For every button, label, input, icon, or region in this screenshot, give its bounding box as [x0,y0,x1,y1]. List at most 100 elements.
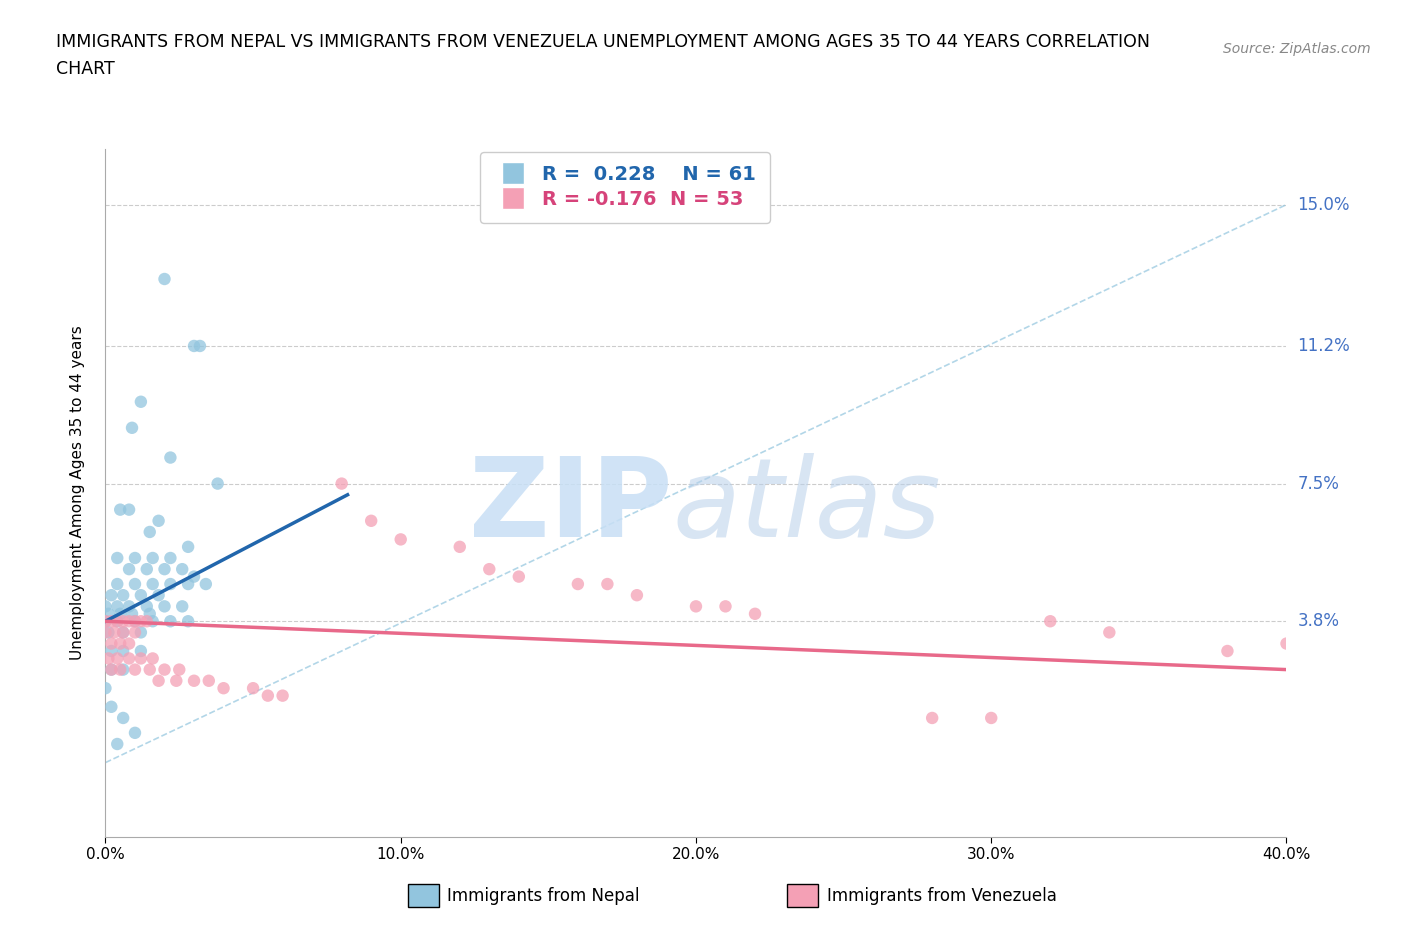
Point [124,614,146,629]
Point [172,599,194,614]
Legend: R =  0.228    N = 61, R = -0.176  N = 53: R = 0.228 N = 61, R = -0.176 N = 53 [481,152,770,222]
Point [97,606,120,621]
Point [1039,614,1062,629]
Point [135,562,157,577]
Point [142,651,165,666]
Text: CHART: CHART [56,60,115,78]
Text: 15.0%: 15.0% [1298,195,1350,214]
Point [138,525,160,539]
Point [188,339,211,353]
Point [129,614,152,629]
Point [1275,636,1298,651]
Point [207,476,229,491]
Point [685,599,707,614]
Point [177,539,200,554]
Point [142,614,165,629]
Point [100,662,122,677]
Point [148,673,170,688]
Point [159,551,181,565]
Point [135,614,157,629]
Point [105,651,128,666]
Point [242,681,264,696]
Point [110,636,132,651]
Point [105,737,128,751]
Point [744,606,766,621]
Point [165,673,187,688]
Point [129,651,152,666]
Text: Immigrants from Venezuela: Immigrants from Venezuela [827,886,1056,905]
Point [714,599,737,614]
Point [112,625,135,640]
Point [138,662,160,677]
Point [129,588,152,603]
Point [121,606,143,621]
Text: atlas: atlas [672,453,941,560]
Text: 11.2%: 11.2% [1298,337,1350,355]
Point [177,614,200,629]
Point [567,577,589,591]
Point [183,673,205,688]
Point [94,681,117,696]
Point [153,272,176,286]
Point [596,577,619,591]
Text: ZIP: ZIP [470,453,672,560]
Point [100,614,122,629]
Point [105,614,128,629]
Point [121,420,143,435]
Point [271,688,294,703]
Text: Source: ZipAtlas.com: Source: ZipAtlas.com [1223,42,1371,56]
Point [330,476,353,491]
Point [112,625,135,640]
Point [103,625,125,640]
Point [105,551,128,565]
Point [97,651,120,666]
Text: IMMIGRANTS FROM NEPAL VS IMMIGRANTS FROM VENEZUELA UNEMPLOYMENT AMONG AGES 35 TO: IMMIGRANTS FROM NEPAL VS IMMIGRANTS FROM… [56,33,1150,50]
Point [94,614,117,629]
Point [124,725,146,740]
Point [124,625,146,640]
Point [118,636,141,651]
Point [169,662,191,677]
Text: 7.5%: 7.5% [1298,474,1340,493]
Point [148,513,170,528]
Point [110,662,132,677]
Point [100,636,122,651]
Point [110,606,132,621]
Point [124,614,146,629]
Point [138,606,160,621]
Point [921,711,943,725]
Point [118,614,141,629]
Point [112,644,135,658]
Text: 3.8%: 3.8% [1298,612,1340,631]
Point [118,562,141,577]
Point [153,599,176,614]
Point [112,662,135,677]
Point [118,651,141,666]
Point [105,614,128,629]
Point [478,562,501,577]
Point [449,539,471,554]
Point [112,588,135,603]
Point [110,502,132,517]
Point [135,599,157,614]
Point [212,681,235,696]
Point [153,562,176,577]
Point [194,577,217,591]
Point [112,711,135,725]
Point [105,577,128,591]
Point [153,662,176,677]
Point [129,625,152,640]
Point [1098,625,1121,640]
Point [112,614,135,629]
Point [980,711,1002,725]
Point [118,599,141,614]
Point [142,551,165,565]
Point [508,569,530,584]
Point [177,577,200,591]
Point [360,513,382,528]
Point [197,673,219,688]
Point [97,625,120,640]
Point [626,588,648,603]
Point [94,599,117,614]
Point [1216,644,1239,658]
